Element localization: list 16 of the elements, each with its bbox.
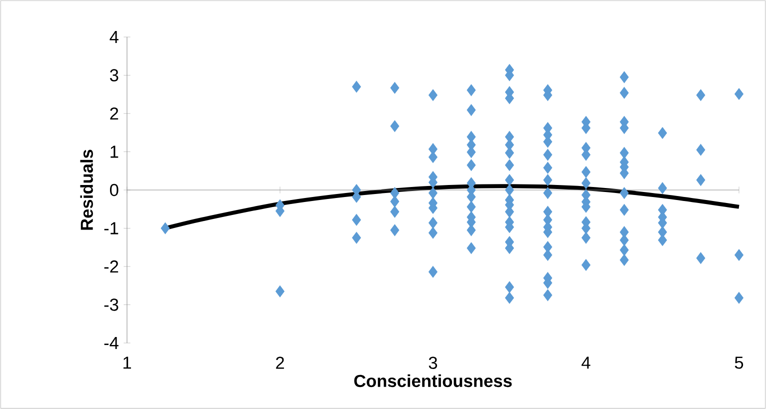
- x-tick-label: 2: [276, 356, 284, 369]
- y-axis-title: Residuals: [80, 150, 93, 230]
- y-tick-label: 1: [110, 146, 118, 158]
- y-tick-label: 3: [110, 69, 118, 82]
- y-tick-label: -1: [104, 222, 118, 234]
- x-tick-label: 4: [582, 356, 590, 369]
- x-tick-label: 5: [734, 356, 744, 369]
- y-tick-label: 4: [110, 31, 118, 43]
- y-tick-label: 0: [110, 184, 118, 196]
- x-tick-label: 3: [428, 356, 438, 369]
- y-tick-label: -2: [104, 260, 118, 273]
- y-tick-label: -4: [104, 337, 118, 349]
- x-tick-label: 1: [124, 356, 131, 369]
- y-tick-label: 2: [110, 107, 118, 120]
- x-axis-title: Conscientiousness: [354, 374, 512, 388]
- y-tick-label: -3: [104, 298, 118, 311]
